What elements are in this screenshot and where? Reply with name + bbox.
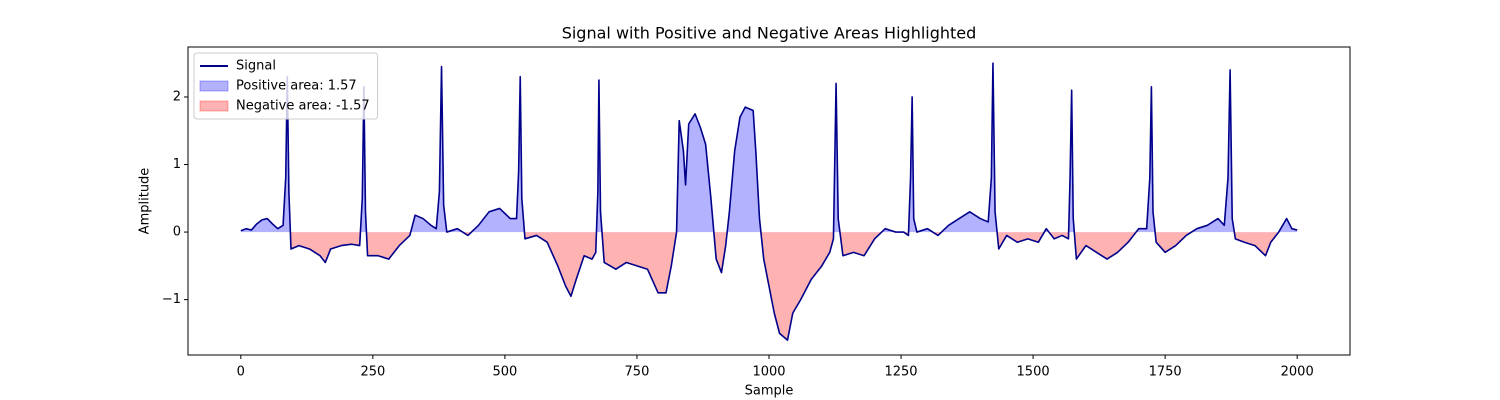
- legend-label: Negative area: -1.57: [236, 99, 370, 114]
- legend-patch: [199, 80, 229, 92]
- legend-box: [193, 52, 379, 120]
- area-fill: [240, 63, 1298, 233]
- legend-patch: [199, 100, 229, 112]
- axes-frame: [187, 46, 1351, 356]
- x-tick-label: 1250: [884, 365, 917, 380]
- y-axis-label: Amplitude: [138, 168, 153, 235]
- x-tick-label: 500: [492, 365, 517, 380]
- x-tick-label: 1000: [752, 365, 785, 380]
- y-tick-label: 1: [173, 157, 181, 172]
- area-fill: [290, 232, 1279, 341]
- x-tick-label: 2000: [1281, 365, 1314, 380]
- x-tick-label: 750: [625, 365, 650, 380]
- legend-label: Positive area: 1.57: [236, 79, 357, 94]
- x-tick-label: 1500: [1017, 365, 1050, 380]
- legend-label: Signal: [236, 59, 276, 74]
- signal-line: [240, 62, 1298, 341]
- x-tick-label: 1750: [1149, 365, 1182, 380]
- y-tick-label: 2: [173, 89, 181, 104]
- chart-title: Signal with Positive and Negative Areas …: [562, 24, 977, 43]
- x-axis-label: Sample: [745, 384, 794, 399]
- x-tick-label: 0: [237, 365, 245, 380]
- y-tick-label: −1: [162, 292, 181, 307]
- x-tick-label: 250: [360, 365, 385, 380]
- y-tick-label: 0: [173, 225, 181, 240]
